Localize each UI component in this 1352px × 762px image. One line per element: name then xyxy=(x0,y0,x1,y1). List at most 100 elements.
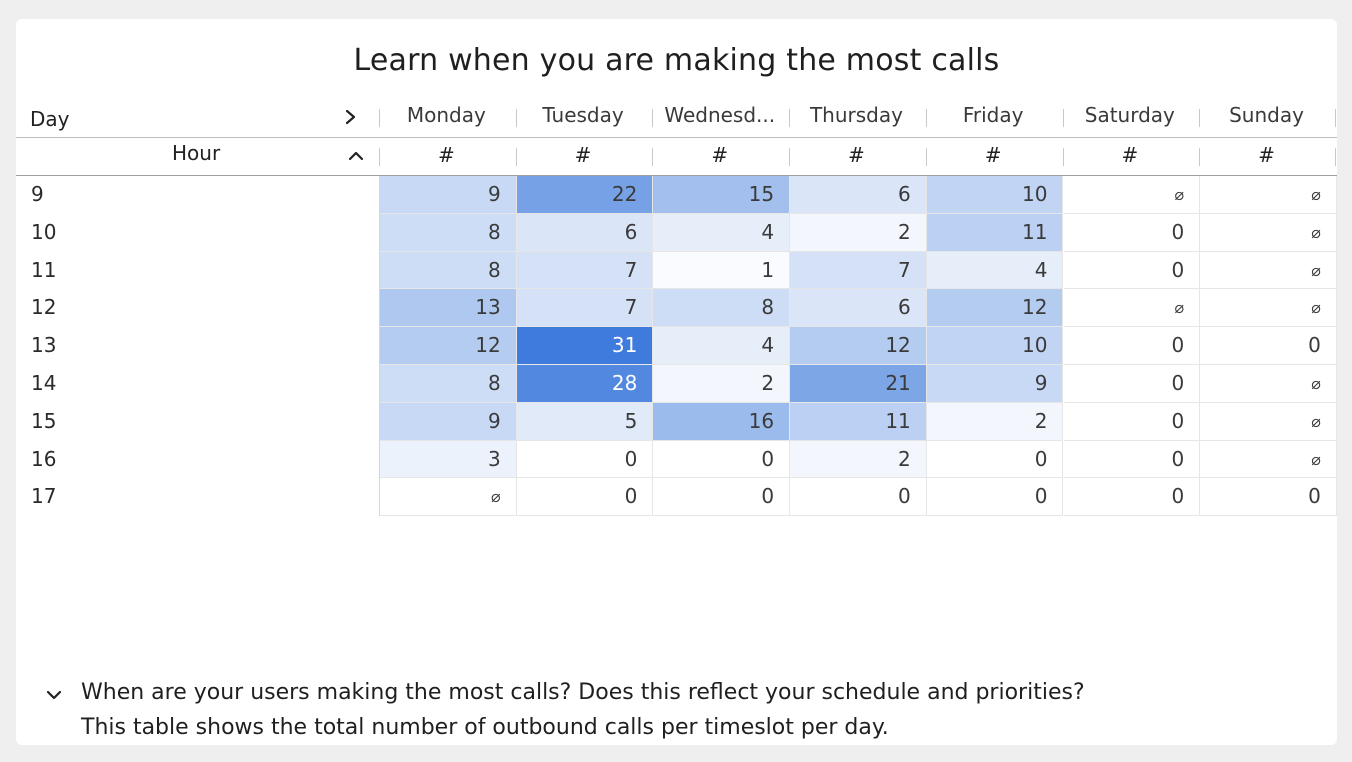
day-axis-label: Day xyxy=(30,107,70,131)
column-separator xyxy=(925,148,927,166)
measure-header-3: # xyxy=(848,143,865,167)
column-header-5[interactable]: Saturday xyxy=(1084,103,1175,127)
description-text: When are your users making the most call… xyxy=(81,675,1085,745)
column-header-4[interactable]: Friday xyxy=(962,103,1024,127)
heatmap-cell[interactable]: 4 xyxy=(653,327,791,365)
heatmap-cell[interactable]: 1 xyxy=(653,251,791,290)
measure-header-5: # xyxy=(1121,143,1139,167)
heatmap-cell[interactable]: 0 xyxy=(1200,478,1337,517)
heatmap-cell[interactable]: 0 xyxy=(516,440,654,479)
heatmap-cell[interactable]: 8 xyxy=(380,365,517,403)
heatmap-cell[interactable]: 9 xyxy=(926,365,1064,403)
row-label-hour: 13 xyxy=(31,333,57,358)
heatmap-cell[interactable]: 7 xyxy=(790,251,927,290)
heatmap-cell[interactable]: 4 xyxy=(926,251,1064,290)
measure-header-4: # xyxy=(984,143,1002,167)
measure-header-6: # xyxy=(1258,143,1275,167)
heatmap-cell[interactable]: 4 xyxy=(653,213,791,252)
heatmap-cell[interactable]: 11 xyxy=(790,402,927,441)
heatmap-cell[interactable]: 15 xyxy=(653,176,791,214)
column-header-6[interactable]: Sunday xyxy=(1229,103,1304,127)
heatmap-cell[interactable]: 9 xyxy=(380,176,517,214)
column-separator xyxy=(515,148,517,166)
column-separator xyxy=(1062,148,1064,166)
row-label-hour: 12 xyxy=(31,295,57,320)
heatmap-cell[interactable]: ⌀ xyxy=(1200,176,1337,214)
heatmap-cell[interactable]: 0 xyxy=(926,478,1064,517)
heatmap-cell[interactable]: 21 xyxy=(790,365,927,403)
row-label-hour: 15 xyxy=(31,408,57,433)
heatmap-cell[interactable]: 10 xyxy=(926,176,1064,214)
heatmap-cell[interactable]: ⌀ xyxy=(1200,251,1337,290)
heatmap-cell[interactable]: 12 xyxy=(926,289,1064,328)
heatmap-cell[interactable]: ⌀ xyxy=(380,478,517,517)
row-label-hour: 11 xyxy=(31,257,57,282)
chevron-right-icon[interactable] xyxy=(342,105,360,129)
heatmap-cell[interactable]: 28 xyxy=(516,365,654,403)
column-separator[interactable] xyxy=(515,109,517,127)
heatmap-cell[interactable]: ⌀ xyxy=(1063,289,1201,328)
heatmap-cell[interactable]: 5 xyxy=(516,402,654,441)
heatmap-cell[interactable]: 2 xyxy=(653,365,791,403)
column-header-1[interactable]: Tuesday xyxy=(542,103,624,127)
heatmap-cell[interactable]: 0 xyxy=(926,440,1064,479)
heatmap-cell[interactable]: 13 xyxy=(380,289,517,328)
row-label-hour: 9 xyxy=(31,182,44,206)
column-separator[interactable] xyxy=(789,109,791,127)
heatmap-cell[interactable]: ⌀ xyxy=(1200,289,1337,328)
heatmap-cell[interactable]: 0 xyxy=(790,478,927,517)
heatmap-cell[interactable]: 7 xyxy=(516,289,654,328)
row-label-hour: 17 xyxy=(31,484,57,509)
heatmap-cell[interactable]: 8 xyxy=(653,289,791,328)
heatmap-cell[interactable]: 9 xyxy=(380,402,517,441)
heatmap-cell[interactable]: 2 xyxy=(790,213,927,252)
heatmap-cell[interactable]: 0 xyxy=(653,478,791,517)
heatmap-cell[interactable]: 2 xyxy=(790,440,927,479)
heatmap-cell[interactable]: ⌀ xyxy=(1200,440,1337,479)
heatmap-cell[interactable]: 0 xyxy=(1063,478,1201,517)
hour-axis-label: Hour xyxy=(172,141,221,165)
heatmap-cell[interactable]: 0 xyxy=(1063,251,1201,290)
chevron-down-icon[interactable] xyxy=(44,685,64,705)
heatmap-cell[interactable]: 31 xyxy=(516,327,654,365)
heatmap-cell[interactable]: 11 xyxy=(926,213,1064,252)
column-separator[interactable] xyxy=(652,109,654,127)
column-header-3[interactable]: Thursday xyxy=(809,103,903,127)
column-header-0[interactable]: Monday xyxy=(406,103,486,127)
heatmap-cell[interactable]: 6 xyxy=(790,176,927,214)
heatmap-cell[interactable]: ⌀ xyxy=(1200,213,1337,252)
heatmap-cell[interactable]: 0 xyxy=(1063,402,1201,441)
description-line-2: This table shows the total number of out… xyxy=(81,715,889,740)
heatmap-cell[interactable]: 12 xyxy=(380,327,517,365)
heatmap-cell[interactable]: 8 xyxy=(380,251,517,290)
heatmap-cell[interactable]: 10 xyxy=(926,327,1064,365)
heatmap-cell[interactable]: 0 xyxy=(1063,327,1201,365)
heatmap-cell[interactable]: 2 xyxy=(926,402,1064,441)
heatmap-cell[interactable]: 0 xyxy=(653,440,791,479)
column-separator[interactable] xyxy=(379,109,380,127)
heatmap-cell[interactable]: ⌀ xyxy=(1200,402,1337,441)
measure-header-1: # xyxy=(574,143,592,167)
heatmap-cell[interactable]: ⌀ xyxy=(1200,365,1337,403)
measure-header-0: # xyxy=(437,143,455,167)
column-separator[interactable] xyxy=(1199,109,1201,127)
heatmap-cell[interactable]: 0 xyxy=(516,478,654,517)
chevron-up-icon[interactable] xyxy=(346,146,366,166)
heatmap-cell[interactable]: 12 xyxy=(790,327,927,365)
heatmap-cell[interactable]: 0 xyxy=(1063,440,1201,479)
heatmap-cell[interactable]: ⌀ xyxy=(1063,176,1201,214)
heatmap-cell[interactable]: 6 xyxy=(516,213,654,252)
heatmap-cell[interactable]: 7 xyxy=(516,251,654,290)
heatmap-cell[interactable]: 3 xyxy=(380,440,517,479)
heatmap-cell[interactable]: 16 xyxy=(653,402,791,441)
heatmap-cell[interactable]: 6 xyxy=(790,289,927,328)
column-separator[interactable] xyxy=(1062,109,1064,127)
heatmap-cell[interactable]: 8 xyxy=(380,213,517,252)
heatmap-cell[interactable]: 0 xyxy=(1200,327,1337,365)
column-separator xyxy=(652,148,654,166)
heatmap-cell[interactable]: 0 xyxy=(1063,213,1201,252)
heatmap-cell[interactable]: 22 xyxy=(516,176,654,214)
heatmap-cell[interactable]: 0 xyxy=(1063,365,1201,403)
column-separator[interactable] xyxy=(925,109,927,127)
column-header-2[interactable]: Wednesd... xyxy=(664,103,776,127)
